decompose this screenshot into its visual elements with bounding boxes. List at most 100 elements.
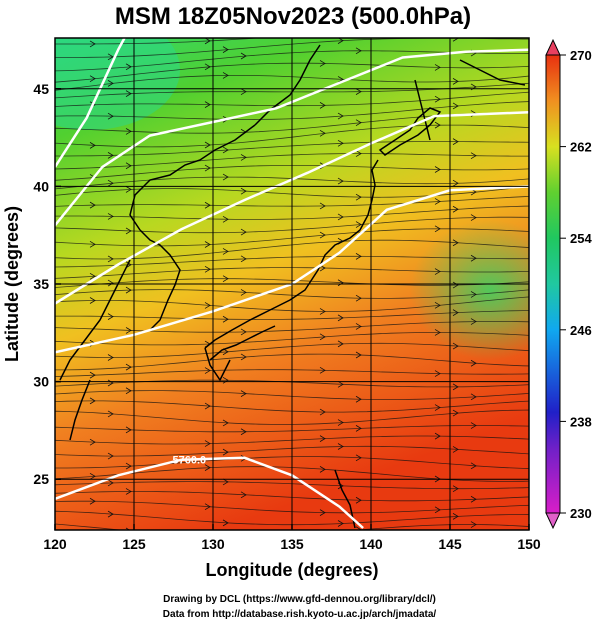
- streamline-arrow: [337, 177, 344, 185]
- x-tick-label: 135: [280, 536, 304, 552]
- y-tick-label: 40: [33, 178, 49, 194]
- streamline: [55, 239, 529, 260]
- streamline-arrow: [90, 538, 95, 544]
- streamline-arrow: [240, 353, 247, 361]
- streamline-arrow: [452, 102, 459, 110]
- streamline-arrow: [222, 173, 229, 181]
- streamline-arrow: [125, 527, 131, 530]
- streamline-arrow: [355, 253, 362, 260]
- streamline-arrow: [452, 309, 459, 316]
- x-tick-label: 125: [122, 536, 146, 552]
- streamline-arrow: [470, 521, 477, 528]
- streamline-arrow: [125, 462, 132, 470]
- streamline: [55, 141, 529, 157]
- streamline-arrow: [107, 213, 114, 220]
- chart-title: MSM 18Z05Nov2023 (500.0hPa): [115, 3, 471, 30]
- streamline-arrow: [204, 141, 211, 149]
- streamline-arrow: [337, 443, 344, 450]
- streamline-arrow: [337, 76, 344, 83]
- streamline-arrow: [107, 80, 114, 87]
- streamline-arrow: [434, 404, 441, 411]
- streamline-arrow: [107, 179, 114, 187]
- streamline: [55, 523, 529, 530]
- temperature-feature: [55, 38, 180, 130]
- streamline-arrow: [222, 46, 229, 53]
- streamline: [55, 332, 529, 346]
- streamline-arrow: [337, 139, 344, 147]
- streamline: [55, 435, 529, 445]
- streamline-arrow: [452, 239, 459, 247]
- streamline-arrow: [470, 291, 477, 298]
- streamline: [55, 278, 529, 288]
- streamline-arrow: [434, 121, 441, 129]
- streamline-arrow: [319, 509, 326, 516]
- streamline: [55, 176, 529, 190]
- streamline-arrow: [319, 231, 326, 239]
- streamline: [55, 369, 529, 377]
- streamline-arrow: [204, 464, 211, 471]
- streamline-arrow: [355, 496, 362, 504]
- streamline-arrow: [355, 323, 362, 330]
- streamline: [55, 320, 529, 333]
- streamline-arrow: [89, 397, 96, 405]
- gridlines: [55, 38, 529, 530]
- streamline-arrow: [319, 435, 326, 442]
- colorbar-tick-label: 246: [570, 323, 592, 338]
- streamline-arrow: [107, 452, 114, 460]
- streamline-arrow: [222, 275, 229, 283]
- streamline-arrow: [125, 327, 132, 334]
- streamline: [55, 400, 529, 413]
- streamline-arrow: [222, 419, 229, 427]
- coastline: [59, 44, 526, 529]
- colorbar-tick-label: 230: [570, 506, 592, 521]
- streamline: [55, 101, 529, 120]
- streamline-arrow: [452, 342, 459, 350]
- colorbar-ticks: 230 238 246 254 262 270: [560, 48, 592, 521]
- streamline-arrow: [240, 255, 247, 263]
- streamline-arrow: [89, 201, 96, 209]
- streamline: [55, 228, 529, 247]
- streamline-arrow: [452, 205, 459, 213]
- streamline-arrow: [434, 370, 441, 377]
- axes: 120 125 130 135 140 145 150 25 30 35 40 45: [33, 81, 540, 552]
- streamline-arrow: [125, 261, 132, 269]
- streamline-arrow: [240, 390, 247, 397]
- streamline-arrow: [125, 227, 132, 235]
- streamline-arrow: [125, 63, 132, 71]
- streamline-arrow: [240, 428, 247, 436]
- streamline-arrow: [355, 119, 362, 127]
- streamline: [55, 342, 529, 358]
- streamline-arrow: [222, 146, 229, 154]
- y-tick-label: 30: [33, 374, 49, 390]
- streamline-arrow: [204, 241, 211, 248]
- colorbar: 230 238 246 254 262 270: [545, 38, 592, 530]
- streamline-arrow: [89, 75, 96, 83]
- streamline-arrow: [355, 395, 362, 403]
- y-tick-label: 35: [33, 276, 49, 292]
- streamline-arrow: [204, 101, 211, 108]
- streamline-arrow: [107, 112, 114, 120]
- streamline-arrow: [240, 289, 247, 296]
- contour-line: [55, 38, 126, 168]
- x-tick-label: 120: [43, 536, 67, 552]
- streamline-arrow: [337, 419, 344, 426]
- streamline-arrow: [240, 52, 247, 60]
- streamline-arrow: [452, 281, 459, 289]
- colorbar-min-triangle: [545, 512, 561, 530]
- streamline-arrow: [337, 314, 344, 322]
- streamline-arrow: [204, 265, 211, 273]
- streamline-arrow: [355, 454, 362, 462]
- streamline: [55, 195, 529, 207]
- streamlines: [55, 38, 529, 544]
- streamline-arrow: [337, 213, 344, 221]
- x-tick-label: 150: [517, 536, 541, 552]
- streamline: [55, 310, 529, 320]
- streamline: [55, 165, 529, 181]
- streamline-arrow: [89, 240, 96, 248]
- streamline-arrow: [470, 318, 477, 325]
- y-axis-label: Latitude (degrees): [2, 206, 22, 362]
- streamline: [55, 510, 529, 526]
- colorbar-tick-label: 270: [570, 48, 592, 63]
- streamline-arrow: [204, 201, 211, 209]
- streamline-arrow: [319, 129, 326, 137]
